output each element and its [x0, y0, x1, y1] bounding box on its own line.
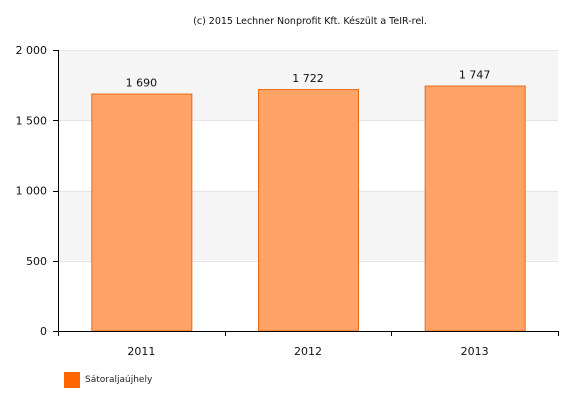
data-labels: 1 690 1 722 1 747: [126, 69, 491, 90]
y-tick-label: 0: [40, 325, 47, 338]
legend-label: Sátoraljaújhely: [85, 374, 153, 385]
axes: [53, 50, 559, 336]
bar: [258, 89, 359, 332]
y-tick-label: 500: [26, 255, 47, 268]
x-tick-label: 2012: [294, 345, 322, 358]
bar: [91, 93, 193, 332]
data-label: 1 722: [292, 72, 324, 85]
legend[interactable]: Sátoraljaújhely: [64, 371, 216, 388]
x-tick-label: 2011: [127, 345, 155, 358]
data-label: 1 690: [126, 77, 158, 90]
x-axis-labels: 2011 2012 2013: [127, 345, 488, 358]
y-axis-labels: 0 500 1 000 1 500 2 000: [16, 44, 48, 338]
data-label: 1 747: [459, 69, 491, 82]
bar: [424, 85, 526, 332]
bars: [91, 85, 526, 332]
y-tick-label: 1 500: [16, 114, 48, 127]
x-tick-label: 2013: [461, 345, 489, 358]
y-tick-label: 2 000: [16, 44, 48, 57]
chart-title: (c) 2015 Lechner Nonprofit Kft. Készült …: [193, 16, 427, 27]
y-tick-label: 1 000: [16, 185, 48, 198]
legend-swatch: [64, 371, 80, 388]
